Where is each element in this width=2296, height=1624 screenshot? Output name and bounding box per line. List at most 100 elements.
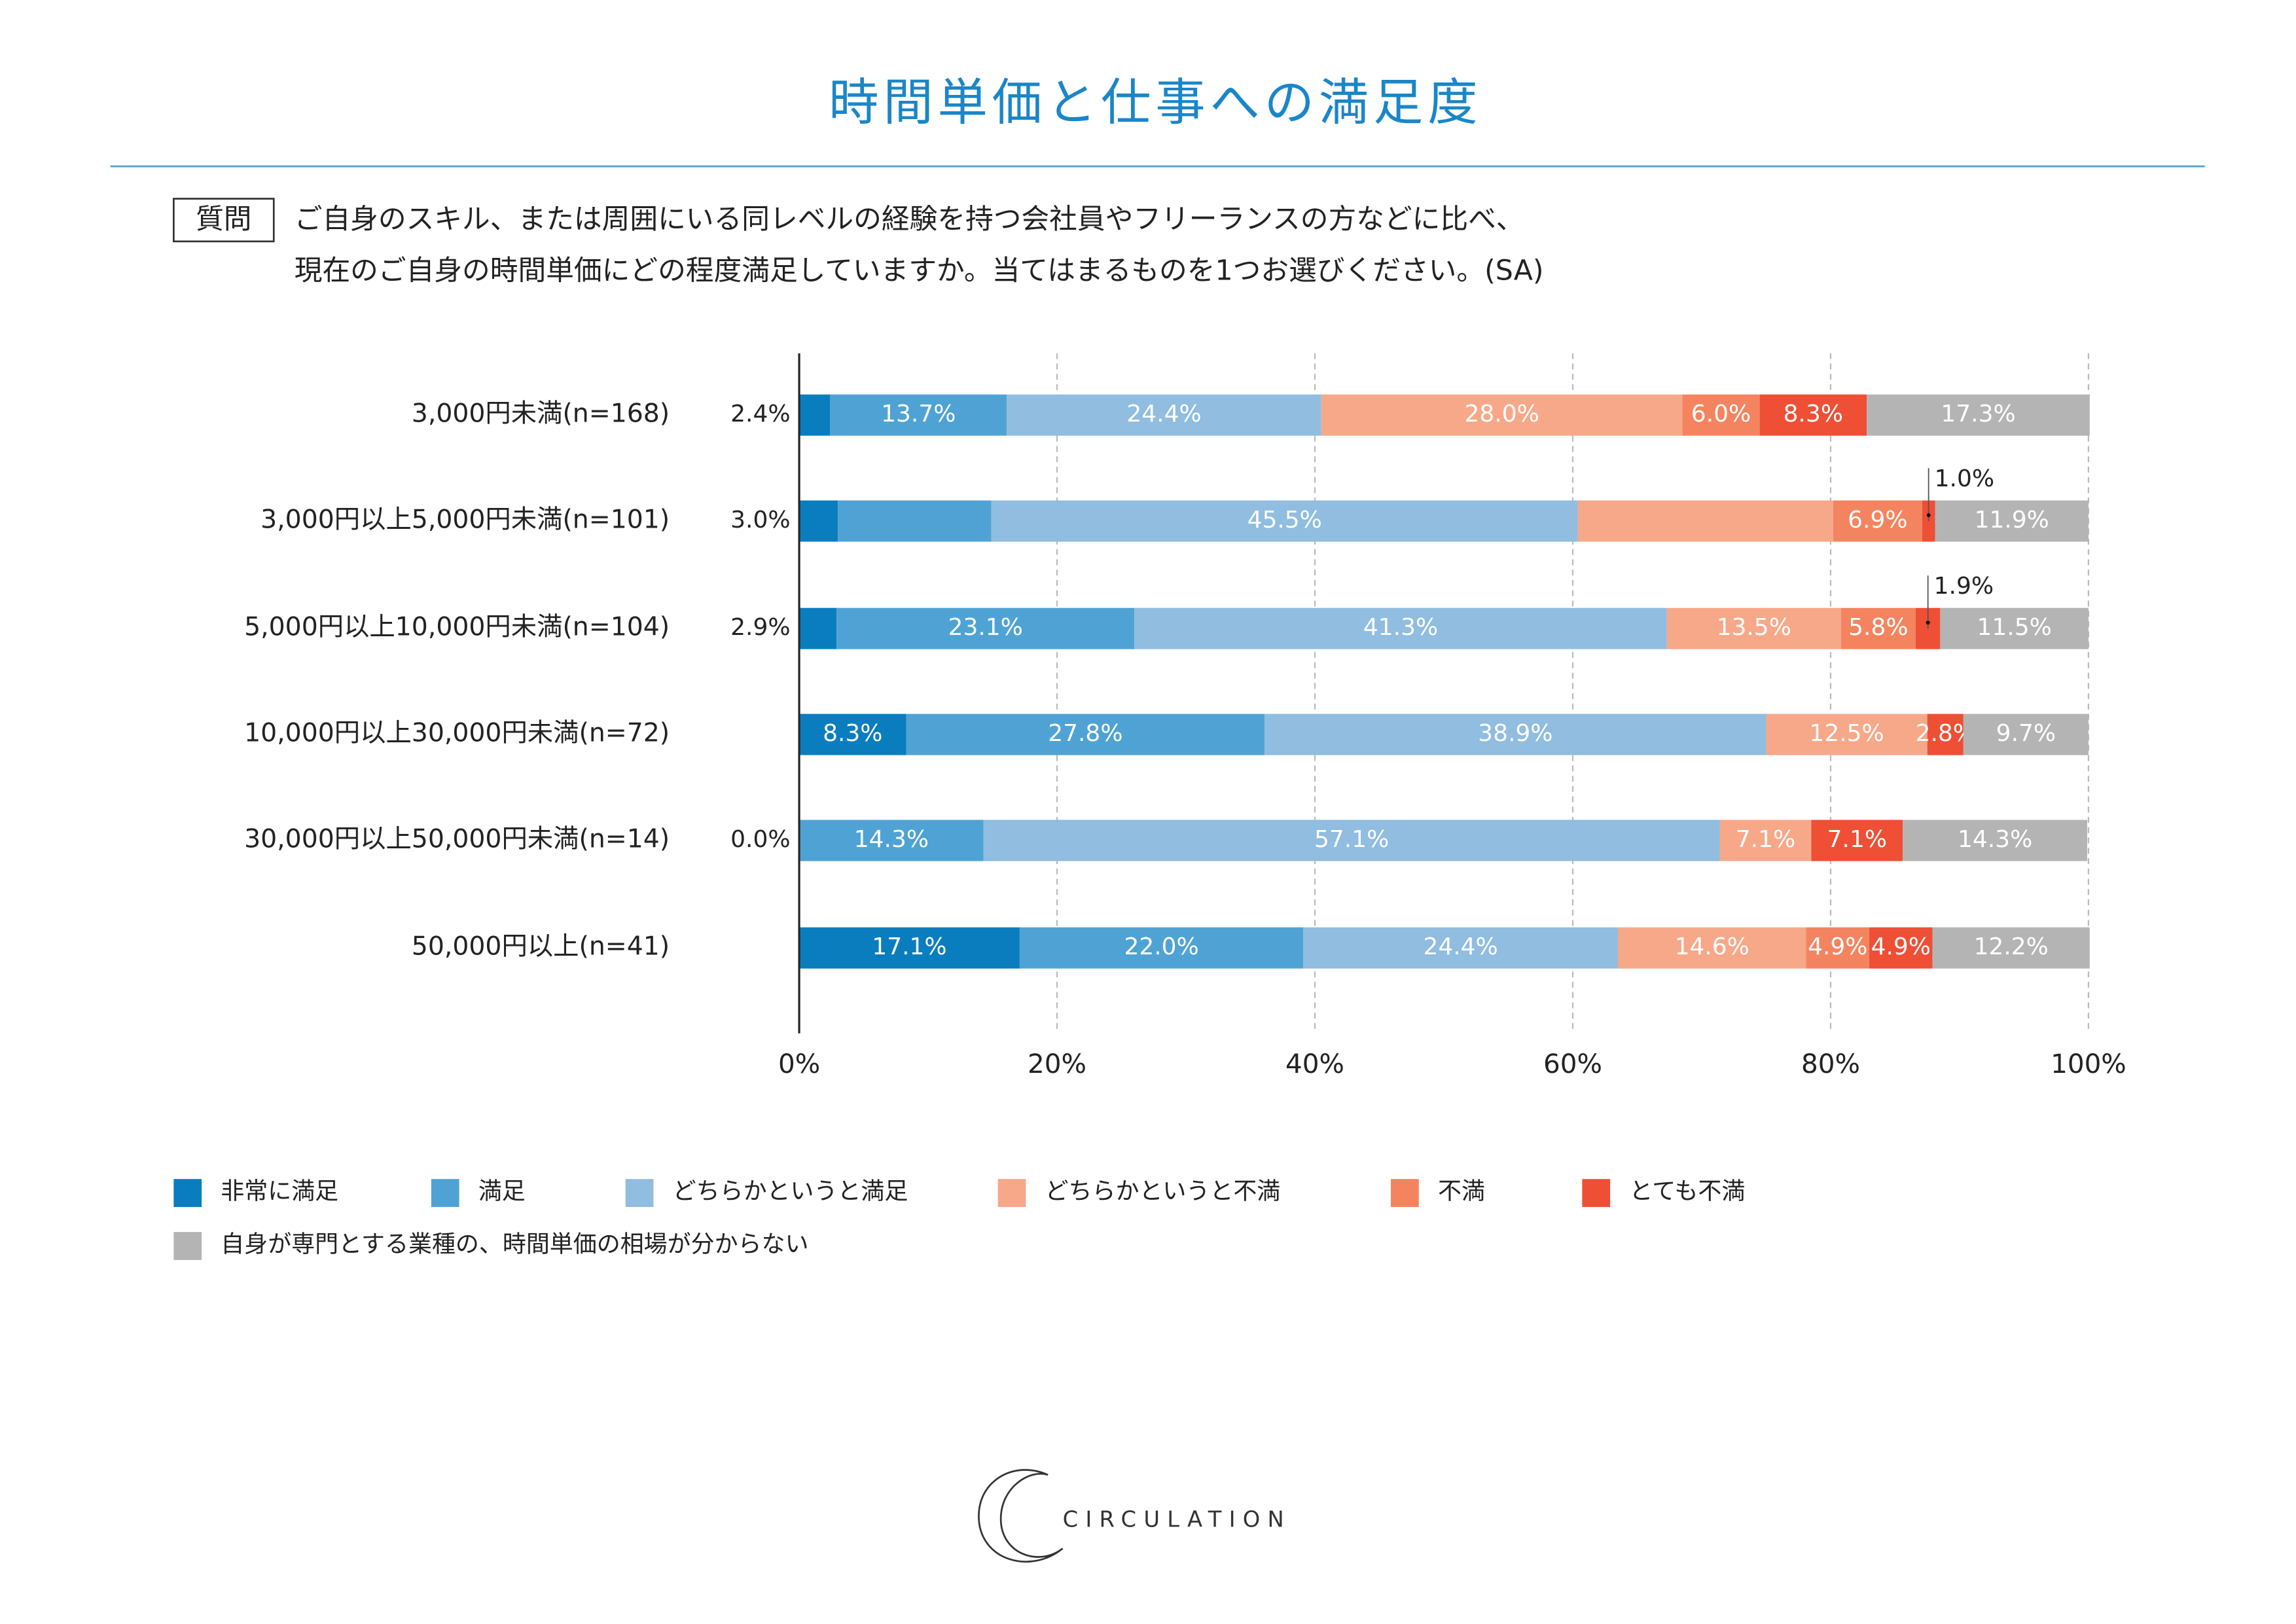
y-tick-label: 3,000円未満(n=168) [412, 399, 670, 429]
bar-segment [906, 713, 1265, 755]
value-label: 5.8% [1848, 614, 1908, 641]
bar-segment [1833, 500, 1922, 542]
bar-segment [799, 394, 831, 436]
bar-segment [1903, 820, 2087, 861]
bar-segment [1766, 713, 1928, 755]
bar-segment [1806, 927, 1870, 969]
value-label: 45.5% [1247, 507, 1322, 533]
value-label: 2.4% [730, 401, 790, 427]
value-label: 7.1% [1736, 826, 1795, 853]
bar-segment [1617, 927, 1806, 969]
legend-label: 満足 [478, 1178, 526, 1204]
legend-swatch [173, 1232, 202, 1260]
x-tick-label: 60% [1543, 1048, 1602, 1079]
bar-segment [1719, 820, 1812, 861]
legend-swatch [997, 1179, 1026, 1207]
value-label: 11.5% [1977, 614, 2052, 641]
value-label: 12.2% [1974, 933, 2049, 960]
bar-segment [1940, 607, 2089, 649]
bar-segment [1932, 927, 2090, 969]
y-tick-label: 50,000円以上(n=41) [412, 931, 670, 962]
value-label: 6.0% [1691, 401, 1751, 427]
value-label: 27.8% [1048, 720, 1122, 747]
value-label: 14.3% [1958, 826, 2032, 853]
y-tick-label: 30,000円以上50,000円未満(n=14) [244, 824, 670, 854]
value-label: 23.1% [948, 614, 1023, 641]
value-label: 1.9% [1934, 573, 1994, 600]
legend-swatch [625, 1179, 654, 1207]
bar-segment [799, 927, 1020, 969]
logo-mark [978, 1469, 1064, 1563]
value-label: 57.1% [1314, 826, 1389, 853]
bar-segment [799, 820, 984, 861]
bar-segment [1007, 394, 1321, 436]
value-label: 17.3% [1941, 401, 2015, 427]
value-label: 28.0% [1465, 401, 1539, 427]
y-tick-label: 3,000円以上5,000円未満(n=101) [260, 505, 670, 535]
bar-segment [1840, 607, 1916, 649]
legend-label: どちらかというと満足 [673, 1178, 908, 1204]
bar-segment [1869, 927, 1933, 969]
legend-label: どちらかというと不満 [1045, 1178, 1281, 1204]
bar-segment [799, 500, 838, 542]
bar-segment [1134, 607, 1667, 649]
bar-segment [1935, 500, 2089, 542]
bar-segment [1682, 394, 1760, 436]
value-label: 12.5% [1809, 720, 1884, 747]
value-label: 2.9% [730, 614, 790, 641]
value-label: 14.3% [854, 826, 929, 853]
bar-segment [1303, 927, 1618, 969]
value-label: 8.3% [823, 720, 882, 747]
value-label: 17.1% [872, 933, 946, 960]
value-label: 6.9% [1848, 507, 1907, 533]
bar-segment [799, 713, 906, 755]
legend-label: 自身が専門とする業種の、時間単価の相場が分からない [221, 1231, 808, 1257]
bar-segment [830, 394, 1007, 436]
x-tick-label: 80% [1801, 1048, 1860, 1079]
value-label: 38.9% [1478, 720, 1552, 747]
bar-segment [1811, 820, 1903, 861]
question-label: 質問 [196, 203, 251, 236]
logo: CIRCULATION [978, 1469, 1291, 1563]
bar-segment [1963, 713, 2089, 755]
value-label: 41.3% [1363, 614, 1438, 641]
bar-segment [1265, 713, 1767, 755]
value-label: 3.0% [730, 507, 790, 533]
question-text: 現在のご自身の時間単価にどの程度満足していますか。当てはまるものを1つお選びくだ… [295, 255, 1544, 287]
value-label: 13.5% [1717, 614, 1791, 641]
bar-segment [1321, 394, 1683, 436]
y-tick-label: 10,000円以上30,000円未満(n=72) [244, 718, 670, 748]
value-label: 9.7% [1996, 720, 2056, 747]
value-label: 11.9% [1975, 507, 2049, 533]
bar-segment [836, 607, 1135, 649]
chart-title: 時間単価と仕事への満足度 [829, 74, 1482, 132]
value-label: 22.0% [1124, 933, 1198, 960]
value-label: 24.4% [1423, 933, 1498, 960]
bar-segment [1577, 500, 1833, 542]
value-label: 7.1% [1827, 826, 1887, 853]
x-tick-label: 20% [1028, 1048, 1086, 1079]
leader-dot [1926, 513, 1931, 517]
value-label: 14.6% [1675, 933, 1749, 960]
legend-label: 非常に満足 [221, 1178, 338, 1204]
y-tick-label: 5,000円以上10,000円未満(n=104) [244, 612, 670, 642]
legend-label: 不満 [1438, 1178, 1485, 1204]
value-label: 13.7% [881, 401, 956, 427]
legend-swatch [173, 1179, 202, 1207]
x-tick-label: 100% [2051, 1048, 2126, 1079]
bar-segment [983, 820, 1720, 861]
value-label: 8.3% [1784, 401, 1843, 427]
logo-text: CIRCULATION [1063, 1506, 1291, 1532]
value-label: 24.4% [1126, 401, 1201, 427]
value-label: 1.0% [1935, 465, 1994, 492]
bar-segment [838, 500, 992, 542]
bar-segment [1019, 927, 1304, 969]
bar-segment [1759, 394, 1867, 436]
legend-label: とても不満 [1629, 1178, 1745, 1204]
bar-segment [991, 500, 1578, 542]
value-label: 4.9% [1871, 933, 1931, 960]
value-label: 0.0% [730, 826, 790, 853]
